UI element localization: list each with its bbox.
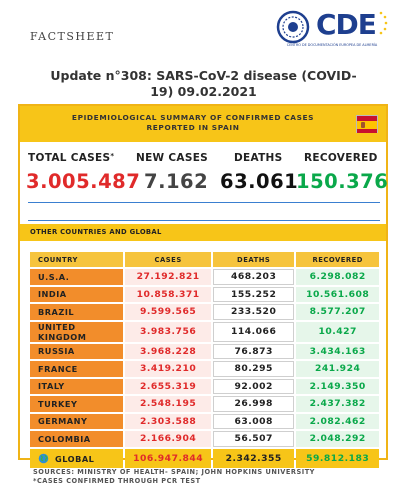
cases-cell: 9.599.565 — [125, 304, 211, 320]
country-cell: FRANCE — [30, 361, 124, 377]
cases-cell: 2.548.195 — [125, 396, 211, 412]
title-line-2: 19) 09.02.2021 — [150, 84, 257, 99]
cases-cell: 2.166.904 — [125, 431, 211, 447]
table-row: ITALY 2.655.319 92.002 2.149.350 — [30, 378, 379, 394]
deaths-cell: 80.295 — [212, 361, 295, 377]
global-row: GLOBAL 106.947.844 2.342.355 59.812.183 — [30, 448, 379, 468]
sources-line-1: SOURCES: MINISTRY OF HEALTH- SPAIN; JOHN… — [33, 468, 315, 476]
cases-cell: 27.192.821 — [125, 269, 211, 285]
recovered-cell: 3.434.163 — [296, 343, 379, 359]
summary-panel: EPIDEMIOLOGICAL SUMMARY OF CONFIRMED CAS… — [18, 104, 389, 468]
recovered-cell: 6.298.082 — [296, 269, 379, 285]
sources-line-2: *CASES CONFIRMED THROUGH PCR TEST — [33, 477, 201, 485]
deaths-cell: 56.507 — [212, 431, 295, 447]
col-recovered: RECOVERED — [296, 252, 379, 267]
deaths-cell: 114.066 — [212, 321, 295, 342]
table-row: RUSSIA 3.968.228 76.873 3.434.163 — [30, 343, 379, 359]
country-cell: U.S.A. — [30, 269, 124, 285]
epi-heading-line-1: EPIDEMIOLOGICAL SUMMARY OF CONFIRMED CAS… — [71, 113, 315, 122]
table-row: U.S.A. 27.192.821 468.203 6.298.082 — [30, 269, 379, 285]
recovered-cell: 2.149.350 — [296, 378, 379, 394]
recovered-cell: 10.427 — [296, 321, 379, 342]
globe-icon — [38, 453, 49, 463]
country-cell: RUSSIA — [30, 343, 124, 359]
recovered-cell: 8.577.207 — [296, 304, 379, 320]
recovered-cell: 241.924 — [296, 361, 379, 377]
recovered-cell: 2.082.462 — [296, 413, 379, 429]
country-cell: BRAZIL — [30, 304, 124, 320]
cases-cell: 2.303.588 — [125, 413, 211, 429]
cases-cell: 2.655.319 — [125, 378, 211, 394]
deaths-cell: 468.203 — [212, 269, 295, 285]
spain-flag-icon — [356, 115, 378, 133]
epi-banner: EPIDEMIOLOGICAL SUMMARY OF CONFIRMED CAS… — [20, 106, 386, 142]
deaths-cell: 155.252 — [212, 286, 295, 302]
cases-cell: 10.858.371 — [125, 286, 211, 302]
epi-heading: EPIDEMIOLOGICAL SUMMARY OF CONFIRMED CAS… — [58, 113, 328, 133]
cases-cell: 3.968.228 — [125, 343, 211, 359]
deaths-cell: 63.008 — [212, 413, 295, 429]
deaths-label: DEATHS — [234, 152, 283, 164]
col-country: COUNTRY — [30, 252, 124, 267]
new-cases-value: 7.162 — [144, 170, 209, 193]
recovered-value: 150.376 — [296, 170, 389, 193]
global-cases: 106.947.844 — [125, 448, 211, 468]
table-row: UNITED KINGDOM 3.983.756 114.066 10.427 — [30, 321, 379, 342]
stars-icon — [379, 11, 388, 35]
divider-bottom — [28, 220, 380, 221]
country-cell: GERMANY — [30, 413, 124, 429]
cde-logo-icon — [276, 10, 310, 44]
table-row: TURKEY 2.548.195 26.998 2.437.382 — [30, 396, 379, 412]
factsheet-label: FACTSHEET — [30, 30, 115, 43]
total-cases-asterisk: * — [110, 152, 115, 160]
deaths-cell: 233.520 — [212, 304, 295, 320]
new-cases-label: NEW CASES — [136, 152, 209, 164]
table-row: COLOMBIA 2.166.904 56.507 2.048.292 — [30, 431, 379, 447]
title-line-1: Update n°308: SARS-CoV-2 disease (COVID- — [50, 68, 357, 83]
recovered-label: RECOVERED — [304, 152, 378, 164]
global-label-text: GLOBAL — [55, 453, 95, 464]
sources-note: SOURCES: MINISTRY OF HEALTH- SPAIN; JOHN… — [33, 468, 315, 486]
country-cell: COLOMBIA — [30, 431, 124, 447]
deaths-value: 63.061 — [220, 170, 299, 193]
deaths-cell: 76.873 — [212, 343, 295, 359]
country-cell: UNITED KINGDOM — [30, 321, 124, 342]
col-deaths: DEATHS — [212, 252, 295, 267]
global-deaths: 2.342.355 — [212, 448, 295, 468]
total-cases-label-text: TOTAL CASES — [28, 152, 111, 164]
others-banner: OTHER COUNTRIES AND GLOBAL — [20, 224, 386, 241]
global-recovered: 59.812.183 — [296, 448, 379, 468]
country-cell: TURKEY — [30, 396, 124, 412]
col-cases: CASES — [125, 252, 211, 267]
cde-logo: CDE CENTRO DE DOCUMENTACIÓN EUROPEA DE A… — [276, 8, 388, 48]
total-cases-value: 3.005.487 — [26, 170, 141, 193]
table-row: BRAZIL 9.599.565 233.520 8.577.207 — [30, 304, 379, 320]
cases-cell: 3.983.756 — [125, 321, 211, 342]
divider-top — [28, 202, 380, 203]
table-row: FRANCE 3.419.210 80.295 241.924 — [30, 361, 379, 377]
table-row: INDIA 10.858.371 155.252 10.561.608 — [30, 286, 379, 302]
others-heading: OTHER COUNTRIES AND GLOBAL — [30, 228, 162, 236]
total-cases-label: TOTAL CASES* — [28, 152, 114, 164]
global-label: GLOBAL — [30, 448, 124, 468]
logo-text: CDE — [316, 8, 377, 41]
recovered-cell: 2.437.382 — [296, 396, 379, 412]
table-row: GERMANY 2.303.588 63.008 2.082.462 — [30, 413, 379, 429]
country-cell: ITALY — [30, 378, 124, 394]
epi-heading-line-2: REPORTED IN SPAIN — [146, 123, 240, 132]
deaths-cell: 26.998 — [212, 396, 295, 412]
logo-subtitle: CENTRO DE DOCUMENTACIÓN EUROPEA DE ALMER… — [286, 43, 378, 47]
deaths-cell: 92.002 — [212, 378, 295, 394]
recovered-cell: 10.561.608 — [296, 286, 379, 302]
recovered-cell: 2.048.292 — [296, 431, 379, 447]
table-header-row: COUNTRY CASES DEATHS RECOVERED — [30, 252, 379, 267]
page-title: Update n°308: SARS-CoV-2 disease (COVID-… — [20, 68, 387, 100]
cases-cell: 3.419.210 — [125, 361, 211, 377]
country-cell: INDIA — [30, 286, 124, 302]
countries-table: COUNTRY CASES DEATHS RECOVERED U.S.A. 27.… — [28, 250, 381, 470]
